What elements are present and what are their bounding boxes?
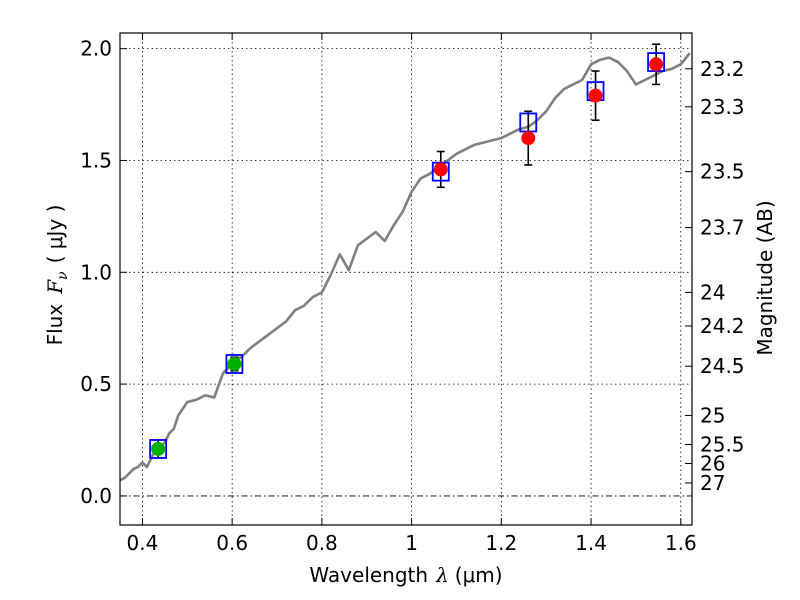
model-spectrum-line (119, 52, 691, 482)
x-tick-label: 1.6 (665, 531, 697, 555)
model-spectrum (119, 52, 691, 482)
magnitude-tick-label: 23.2 (700, 57, 745, 81)
magnitude-tick-label: 24.2 (700, 314, 745, 338)
magnitude-tick-label: 26 (700, 452, 725, 476)
magnitude-tick-label: 24 (700, 280, 725, 304)
magnitude-tick-label: 25.5 (700, 432, 745, 456)
plot-frame (119, 32, 693, 526)
x-axis-title: Wavelength λ (μm) (309, 563, 502, 587)
x-axis-title-text: Wavelength (309, 563, 428, 587)
photometry-circle-marker (433, 162, 448, 177)
photometry-circle-marker (588, 88, 603, 103)
y-axis-title: Flux Fν ( μJy ) (43, 205, 71, 346)
magnitude-tick-label: 23.5 (700, 160, 745, 184)
photometry-square-marker (225, 354, 244, 374)
x-tick-label: 1.4 (575, 531, 607, 555)
tick-labels: 0.4 0.6 0.8 1 1.2 1.4 1.6 0.0 0.5 1.0 1.5 2.0 23.2 23… (80, 37, 744, 555)
y-tick-label: 1.5 (80, 148, 112, 172)
magnitude-tick-label: 23.3 (700, 95, 745, 119)
y-tick-label: 0.5 (80, 372, 112, 396)
y-tick-label: 2.0 (80, 37, 112, 61)
magnitude-tick-label: 23.7 (700, 216, 745, 240)
x-tick-label: 1 (405, 531, 418, 555)
magnitude-axis-title: Magnitude (AB) (753, 200, 777, 355)
magnitude-tick-label: 24.5 (700, 354, 745, 378)
x-axis-title-unit: (μm) (455, 563, 503, 587)
x-tick-label: 0.8 (306, 531, 338, 555)
y-tick-label: 0.0 (80, 484, 112, 508)
x-tick-label: 0.4 (127, 531, 159, 555)
photometry-circle-marker (151, 441, 166, 456)
y-tick-label: 1.0 (80, 260, 112, 284)
x-tick-label: 1.2 (485, 531, 517, 555)
y-axis-title-unit: ( μJy ) (43, 205, 67, 264)
x-tick-label: 0.6 (216, 531, 248, 555)
y-axis-title-symbol: F (43, 279, 67, 295)
x-axis-title-symbol: λ (435, 563, 449, 587)
magnitude-tick-label: 25 (700, 403, 725, 427)
y-axis-title-text: Flux (43, 304, 67, 346)
magnitude-tick-label: 27 (700, 471, 725, 495)
y-axis-title-subscript: ν (55, 271, 71, 280)
data-markers (149, 52, 666, 459)
photometry-circle-marker (521, 131, 536, 146)
axis-ticks (120, 33, 692, 525)
photometry-circle-marker (227, 356, 242, 371)
photometry-square-marker (149, 439, 168, 459)
photometry-circle-marker (649, 57, 664, 72)
